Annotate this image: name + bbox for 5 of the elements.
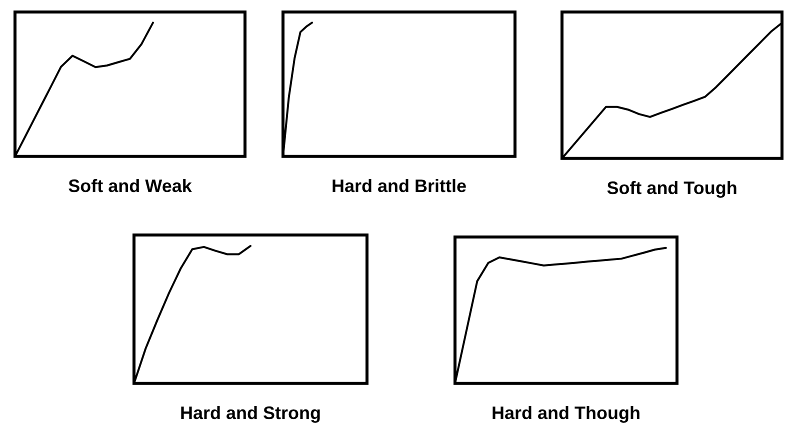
x-axis-title: Hard and Brittle [331, 176, 467, 196]
x-axis-title: Hard and Though [492, 403, 640, 424]
x-axis-title: Hard and Strong [180, 403, 322, 424]
x-axis-title: Soft and Tough [606, 178, 738, 198]
x-axis-title: Soft and Weak [68, 176, 193, 196]
